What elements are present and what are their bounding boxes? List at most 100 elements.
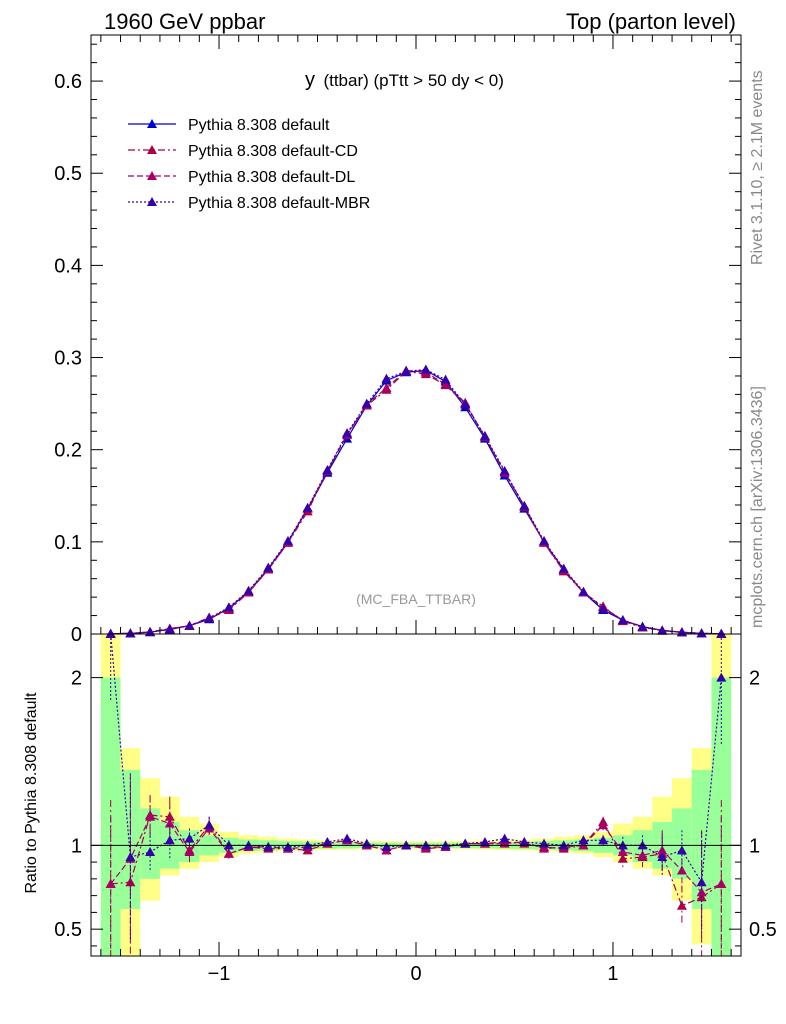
ratio-point-dl — [617, 847, 628, 857]
main-ytick-label: 0.6 — [54, 71, 82, 93]
main-point-mbr — [657, 625, 668, 635]
legend-label-cd: Pythia 8.308 default-CD — [188, 143, 358, 160]
main-point-mbr — [401, 366, 412, 376]
legend: Pythia 8.308 default Pythia 8.308 default… — [128, 117, 370, 212]
ratio-ytick-label-right: 0.5 — [749, 919, 777, 941]
main-point-mbr — [263, 562, 274, 572]
main-ytick-label: 0.5 — [54, 163, 82, 185]
main-point-mbr — [440, 374, 451, 384]
main-point-mbr — [105, 628, 116, 638]
ratio-series — [105, 629, 727, 956]
ratio-ytick-label: 0.5 — [54, 919, 82, 941]
mcplots-label: mcplots.cern.ch [arXiv:1306.3436] — [749, 386, 766, 628]
ratio-point-dl — [637, 850, 648, 860]
ratio-ylabel: Ratio to Pythia 8.308 default — [23, 692, 40, 894]
plot-title-sub: (ttbar) (pTtt > 50 dy < 0) — [323, 71, 503, 90]
header-left: 1960 GeV ppbar — [104, 9, 265, 34]
main-point-mbr — [460, 399, 471, 409]
main-point-mbr — [322, 464, 333, 474]
legend-marker-dl — [147, 171, 157, 180]
main-point-mbr — [539, 535, 550, 545]
main-point-mbr — [302, 502, 313, 512]
ratio-axis-ticks: 0.5 0.5 1 1 2 2 −1 0 1 — [54, 668, 777, 985]
main-ytick-label: 0.1 — [54, 532, 82, 554]
legend-marker-default — [147, 119, 157, 128]
rivet-label: Rivet 3.1.10, ≥ 2.1M events — [749, 70, 766, 265]
main-point-mbr — [282, 535, 293, 545]
ratio-ytick-label-right: 1 — [749, 835, 760, 857]
plot-title: y (ttbar) (pTtt > 50 dy < 0) — [305, 69, 504, 91]
main-point-mbr — [125, 628, 136, 638]
ratio-frame — [90, 633, 742, 957]
main-point-mbr — [381, 373, 392, 383]
plot-title-main: y — [305, 69, 315, 91]
ratio-point-dl — [145, 811, 156, 821]
ratio-bands — [100, 634, 732, 956]
ratio-point-mbr — [164, 835, 175, 845]
analysis-tag: (MC_FBA_TTBAR) — [356, 591, 476, 607]
ratio-point-mbr — [263, 841, 274, 851]
main-point-mbr — [223, 602, 234, 612]
ratio-point-mbr — [342, 833, 353, 843]
ratio-point-dl — [716, 878, 727, 888]
main-point-mbr — [499, 465, 510, 475]
ratio-point-mbr — [578, 835, 589, 845]
ratio-point-mbr — [204, 820, 215, 830]
main-ytick-label: 0.3 — [54, 348, 82, 370]
ratio-point-dl — [105, 878, 116, 888]
main-point-mbr — [696, 628, 707, 638]
legend-label-mbr: Pythia 8.308 default-MBR — [188, 195, 370, 212]
main-point-mbr — [420, 364, 431, 374]
main-point-mbr — [164, 624, 175, 634]
main-point-mbr — [578, 586, 589, 596]
legend-label-dl: Pythia 8.308 default-DL — [188, 169, 355, 186]
main-point-mbr — [204, 613, 215, 623]
main-point-mbr — [716, 628, 727, 638]
ratio-point-mbr — [145, 847, 156, 857]
main-point-mbr — [361, 398, 372, 408]
main-point-dl — [440, 379, 451, 389]
ratio-point-mbr — [676, 845, 687, 855]
xtick-label: 0 — [410, 963, 421, 985]
header-right: Top (parton level) — [566, 9, 736, 34]
main-point-mbr — [558, 563, 569, 573]
ratio-point-mbr — [381, 841, 392, 851]
legend-marker-mbr — [147, 197, 157, 206]
ratio-point-mbr — [696, 877, 707, 887]
ratio-series-line-mbr — [110, 633, 722, 885]
main-point-dl — [381, 382, 392, 392]
main-point-mbr — [243, 585, 254, 595]
ratio-point-dl — [696, 887, 707, 897]
ratio-point-mbr — [657, 852, 668, 862]
legend-marker-cd — [147, 145, 157, 154]
ratio-point-dl — [164, 818, 175, 828]
legend-label-default: Pythia 8.308 default — [188, 117, 330, 134]
main-ytick-label: 0.4 — [54, 255, 82, 277]
ratio-point-mbr — [598, 835, 609, 845]
ratio-point-mbr — [716, 672, 727, 682]
main-ytick-label: 0.2 — [54, 440, 82, 462]
main-point-mbr — [598, 604, 609, 614]
ratio-point-mbr — [282, 841, 293, 851]
main-point-mbr — [617, 615, 628, 625]
ratio-point-mbr — [499, 833, 510, 843]
ratio-ytick-label: 1 — [71, 835, 82, 857]
ratio-point-dl — [598, 820, 609, 830]
ratio-point-mbr — [125, 852, 136, 862]
main-point-mbr — [342, 428, 353, 438]
ratio-point-dl — [539, 843, 550, 853]
ratio-ytick-label-right: 2 — [749, 668, 760, 690]
ratio-point-mbr — [479, 836, 490, 846]
main-point-mbr — [637, 621, 648, 631]
ratio-point-mbr — [519, 836, 530, 846]
ratio-point-mbr — [184, 833, 195, 843]
ratio-point-dl — [223, 848, 234, 858]
main-point-mbr — [479, 430, 490, 440]
xtick-label: 1 — [607, 963, 618, 985]
xtick-label: −1 — [208, 963, 231, 985]
ratio-point-mbr — [322, 836, 333, 846]
ratio-point-dl — [676, 865, 687, 875]
ratio-point-cd — [676, 900, 687, 910]
main-point-mbr — [184, 620, 195, 630]
